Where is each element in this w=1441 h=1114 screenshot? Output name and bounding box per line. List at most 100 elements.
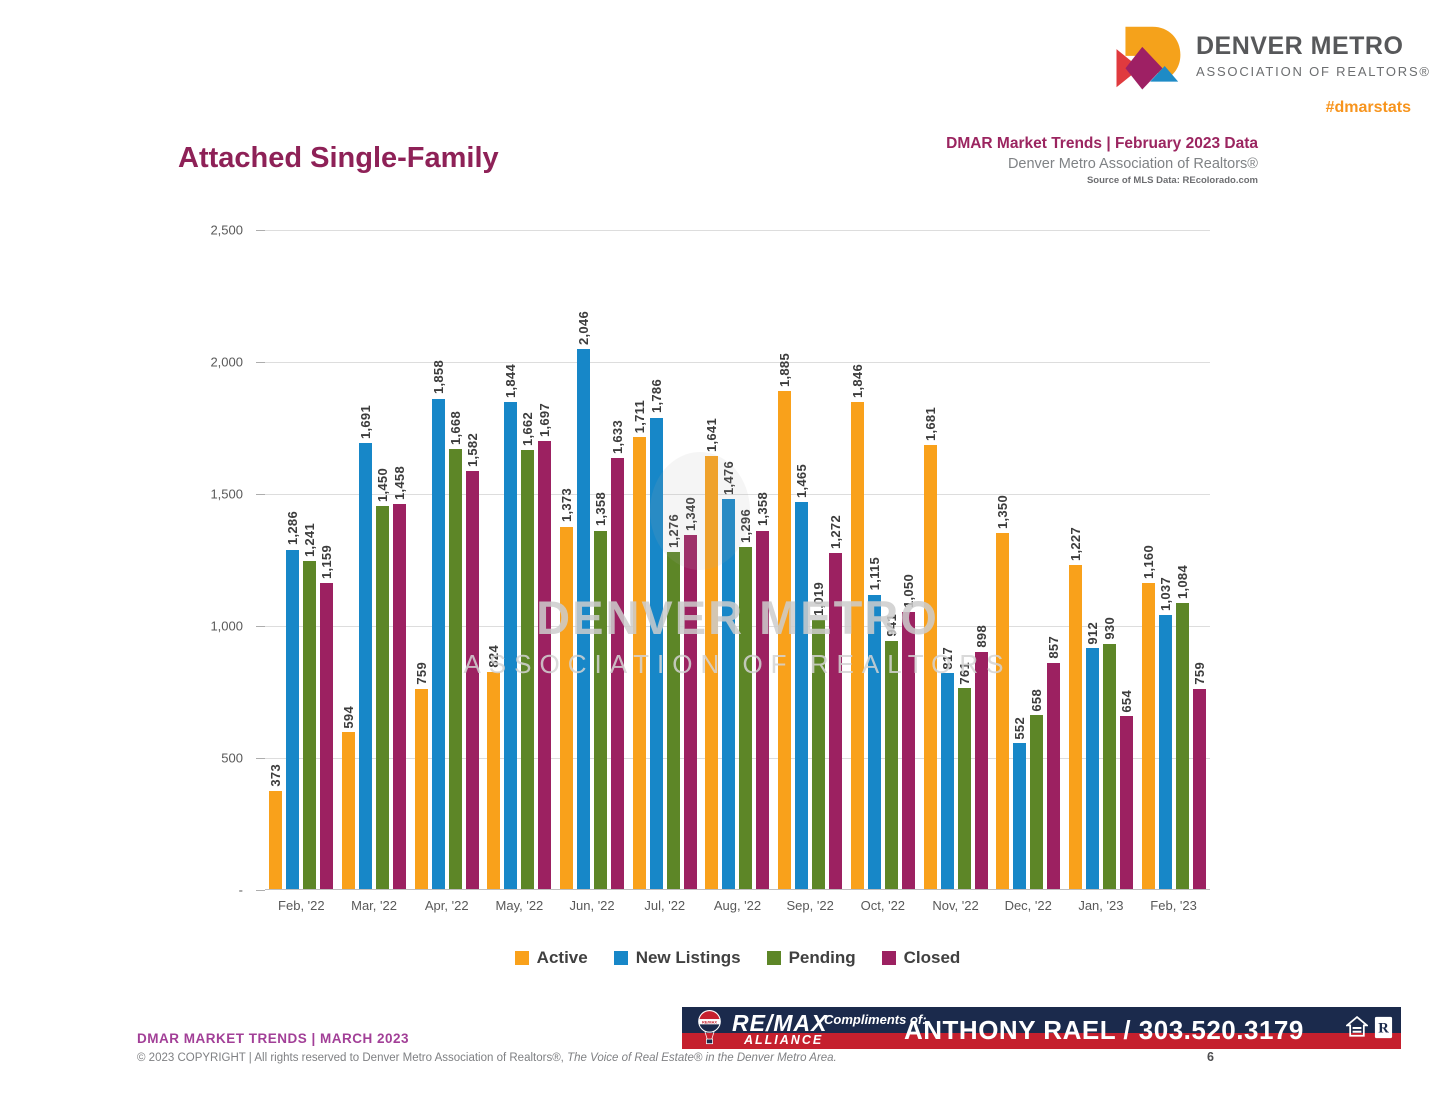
realtor-icon: R [1374,1016,1393,1044]
bar-pending [521,450,535,889]
bar-wrap: 857 [1046,230,1061,889]
bar-group-aug22: 1,641 1,476 1,296 1,358 [701,230,774,889]
bar-active [487,671,501,889]
bar-value-label: 1,159 [319,544,335,579]
footer-copyright: © 2023 COPYRIGHT | All rights reserved t… [137,1052,837,1064]
x-tick-label: Jun, '22 [569,898,615,913]
bar-new-listings [867,594,881,889]
copyright-text: © 2023 COPYRIGHT | All rights reserved t… [137,1052,568,1064]
x-tick-label: Dec, '22 [1004,898,1052,913]
bar-group-apr22: 759 1,858 1,668 1,582 [410,230,483,889]
bar-value-label: 1,340 [682,497,698,532]
bar-value-label: 1,358 [593,492,609,527]
bar-value-label: 1,641 [704,417,720,452]
brand-subtitle: ASSOCIATION OF REALTORS® [1196,64,1431,79]
bar-wrap: 1,296 [738,230,754,889]
legend-label: Pending [788,948,856,967]
bar-wrap: 1,668 [448,230,463,889]
brand-name: DENVER METRO [1196,32,1404,60]
bar-wrap: 1,358 [755,230,771,889]
bar-closed [465,471,479,889]
legend-label: Active [536,948,588,967]
bar-wrap: 1,844 [503,230,518,889]
legend-label: New Listings [635,948,741,967]
remax-wordmark: RE/MAX [732,1010,828,1036]
bar-wrap: 1,786 [649,230,664,889]
bar-value-label: 1,465 [794,464,810,499]
bar-closed [393,504,407,889]
y-tick-label: 1,500 [210,486,243,502]
bar-value-label: 1,458 [392,466,408,501]
bar-closed [974,651,988,889]
x-tick-label: Sep, '22 [786,898,834,913]
bar-active [778,391,792,889]
y-tick-label: 2,500 [210,222,243,238]
gridlines [256,230,1210,891]
bar-wrap: 1,681 [923,230,938,889]
bar-wrap: 1,641 [704,230,720,889]
bar-closed [538,441,552,889]
y-axis-labels: - 500 1,000 1,500 2,000 2,500 [180,223,255,898]
bar-pending [303,561,317,889]
legend-item-active: Active [514,948,588,968]
page-number: 6 [1207,1050,1214,1064]
footer-trends-label: DMAR MARKET TRENDS | MARCH 2023 [137,1031,410,1046]
report-source: Source of MLS Data: REcolorado.com [1086,175,1258,186]
bar-pending [1102,643,1116,889]
legend-item-closed: Closed [881,948,960,968]
bar-wrap: 930 [1101,230,1117,889]
dmar-logo-icon [1112,22,1186,97]
sponsor-banner: RE/MAX RE/MAX ALLIANCE Compliments of: A… [682,1007,1401,1049]
y-tick-label: - [238,882,243,898]
bar-active [269,790,283,889]
bar-active [705,455,719,889]
bar-active [560,526,574,889]
bar-value-label: 1,115 [866,557,882,591]
bar-value-label: 930 [1101,616,1117,640]
axis-tick [256,758,265,759]
bar-value-label: 1,858 [430,360,446,395]
bar-value-label: 2,046 [576,310,592,345]
bar-pending [666,552,680,889]
bar-new-listings [649,417,663,889]
bar-value-label: 1,582 [464,433,480,468]
bar-new-listings [577,348,591,889]
x-axis-labels: Feb, '22 Mar, '22 Apr, '22 May, '22 Jun, '22… [265,898,1210,913]
bar-value-label: 1,846 [849,363,865,398]
bar-wrap: 1,358 [593,230,609,889]
legend-swatch-icon [514,951,529,965]
report-header: DMAR Market Trends | February 2023 Data … [946,135,1258,186]
bar-wrap: 1,272 [828,230,843,889]
bar-pending [1175,602,1189,889]
bar-value-label: 1,296 [738,508,754,543]
bar-new-listings [1085,648,1099,889]
bar-value-label: 1,697 [537,402,553,437]
bar-wrap: 898 [974,230,989,889]
bar-active [342,732,356,889]
bar-new-listings [795,502,809,889]
bar-active [414,688,428,889]
bar-pending [594,530,608,889]
bar-wrap: 1,458 [392,230,408,889]
bar-group-oct22: 1,846 1,115 941 1,050 [847,230,920,889]
bar-closed [901,611,915,889]
chart-legend: Active New Listings Pending Closed [265,948,1210,968]
bar-value-label: 1,358 [755,492,771,527]
plot-area: 373 1,286 1,241 1,159 594 1,691 1,450 1,458 759 1… [256,230,1210,891]
bar-value-label: 1,037 [1157,577,1173,612]
bar-value-label: 552 [1012,716,1028,740]
legend-swatch-icon [881,951,896,965]
x-tick-label: Oct, '22 [860,898,906,913]
bar-value-label: 1,711 [631,399,647,434]
compliments-label: Compliments of: [824,1012,927,1027]
bar-value-label: 912 [1084,621,1100,645]
bar-group-jun22: 1,373 2,046 1,358 1,633 [556,230,629,889]
legend-item-new-listings: New Listings [613,948,741,968]
bar-wrap: 658 [1029,230,1044,889]
bar-new-listings [1013,743,1027,889]
bar-active [632,437,646,889]
copyright-tagline: The Voice of Real Estate® in the Denver … [567,1052,837,1064]
bar-wrap: 594 [341,230,356,889]
bar-wrap: 1,450 [375,230,390,889]
bar-wrap: 1,476 [721,230,736,889]
